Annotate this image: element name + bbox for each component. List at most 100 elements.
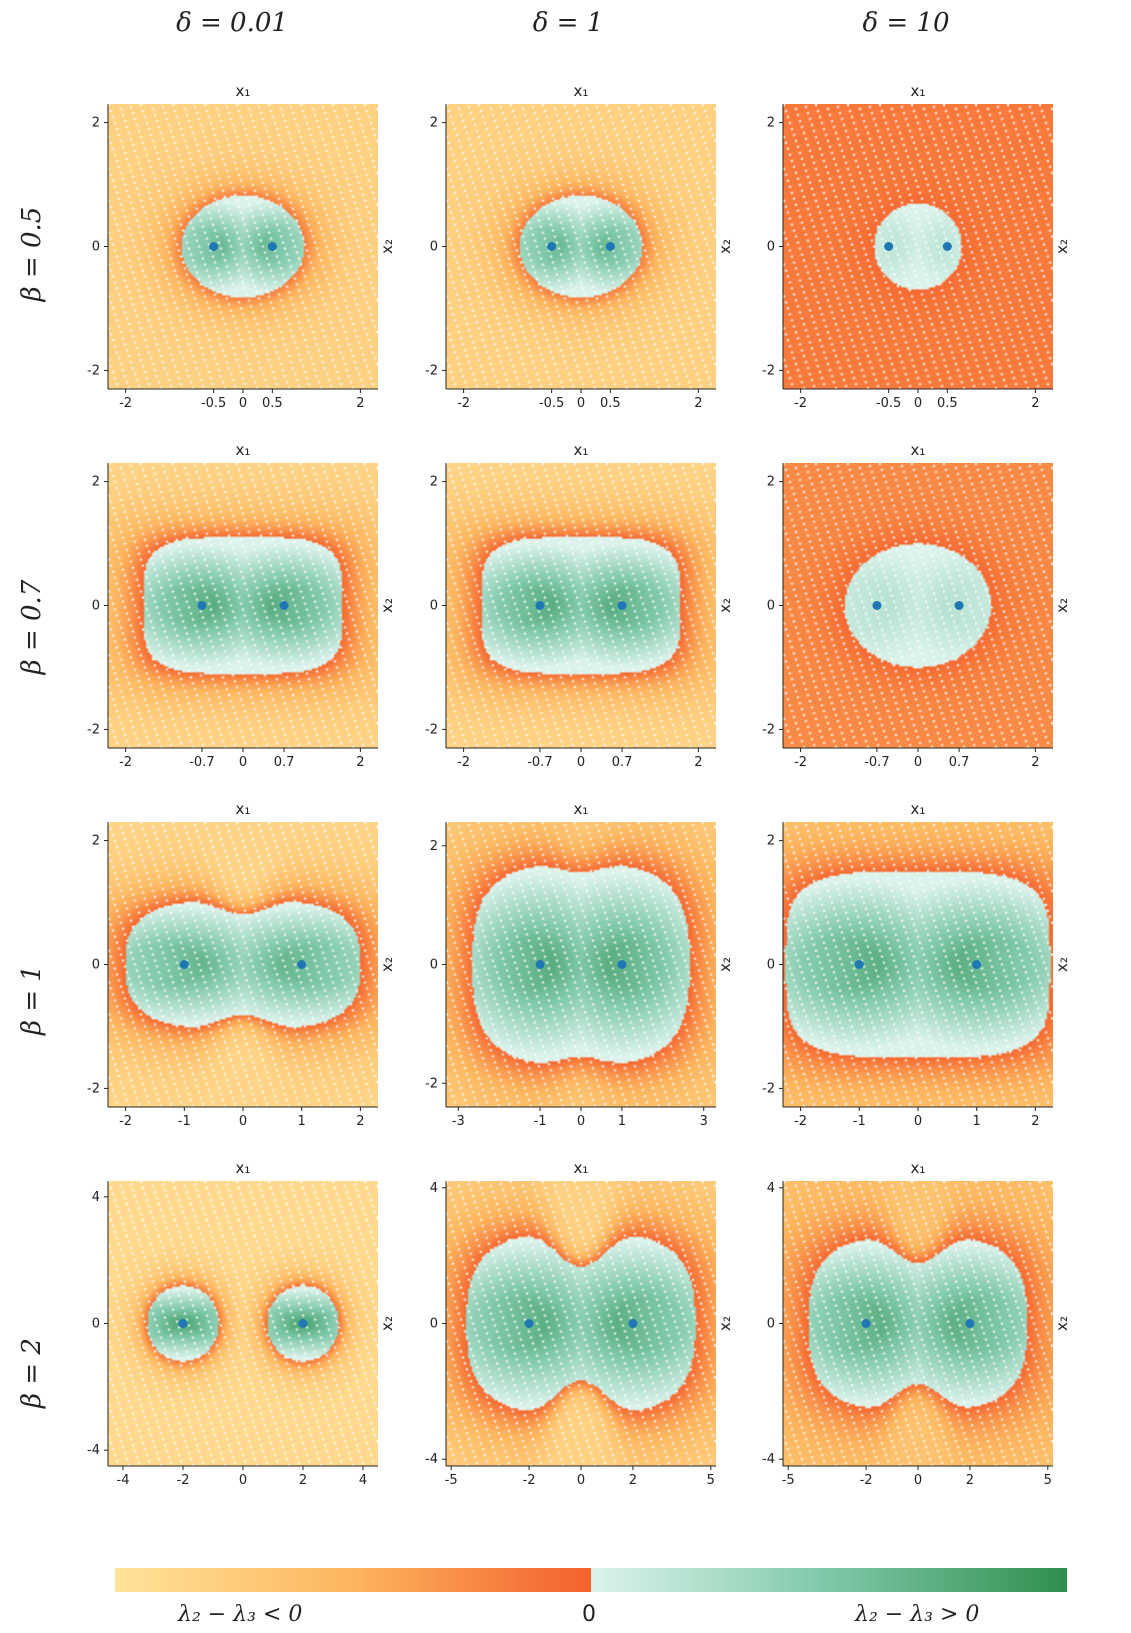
y-tick-label: 2 xyxy=(430,116,438,131)
y-tick-label: 0 xyxy=(430,958,438,973)
panel-svg: -2 -0.7 0 0.7 2 -2 0 2 x₁ x₂ xyxy=(87,441,396,770)
data-point xyxy=(954,601,964,610)
x-tick-label: -2 xyxy=(119,1114,132,1129)
data-point xyxy=(628,1319,638,1328)
colorbar-right-label: λ₂ − λ₃ > 0 xyxy=(855,1602,980,1627)
data-point xyxy=(605,242,615,251)
x-tick-label: 2 xyxy=(694,396,702,411)
y-tick-label: 0 xyxy=(92,240,100,255)
y-axis-label: x₂ xyxy=(378,957,396,972)
colorbar-center-label: 0 xyxy=(582,1602,596,1627)
x-tick-label: -4 xyxy=(117,1473,130,1488)
heatmap-field xyxy=(108,463,378,748)
x-tick-label: 2 xyxy=(356,755,364,770)
y-tick-label: 2 xyxy=(767,116,775,131)
y-tick-label: -2 xyxy=(762,722,775,737)
data-point xyxy=(535,960,545,969)
x-tick-label: 0.5 xyxy=(600,396,621,411)
x-tick-label: -2 xyxy=(794,396,807,411)
data-point xyxy=(965,1319,975,1328)
y-tick-label: 2 xyxy=(767,834,775,849)
panel-svg: -4 -2 0 2 4 -4 0 4 x₁ x₂ xyxy=(87,1159,396,1488)
y-tick-label: -2 xyxy=(425,1076,438,1091)
x-tick-label: 0 xyxy=(577,396,585,411)
y-tick-label: 0 xyxy=(767,1317,775,1332)
x-tick-label: 2 xyxy=(1031,396,1039,411)
x-tick-label: 0 xyxy=(239,396,247,411)
heatmap-field xyxy=(783,104,1053,389)
panel-r2-c2: -2 -1 0 1 2 -2 0 2 x₁ x₂ xyxy=(738,794,1098,1139)
x-tick-label: 0.5 xyxy=(262,396,283,411)
data-point xyxy=(535,601,545,610)
y-tick-label: 2 xyxy=(92,834,100,849)
panel-svg: -2 -1 0 1 2 -2 0 2 x₁ x₂ xyxy=(762,800,1071,1129)
panel-svg: -2 -1 0 1 2 -2 0 2 x₁ x₂ xyxy=(87,800,396,1129)
y-tick-label: -2 xyxy=(425,722,438,737)
column-title-delta-10: δ = 10 xyxy=(862,8,950,38)
x-tick-label: -5 xyxy=(445,1473,458,1488)
y-axis-label: x₂ xyxy=(378,598,396,613)
y-axis-label: x₂ xyxy=(716,957,734,972)
panel-r3-c2: -5 -2 0 2 5 -4 0 4 x₁ x₂ xyxy=(738,1153,1098,1498)
x-tick-label: -0.5 xyxy=(539,396,564,411)
x-tick-label: 0.7 xyxy=(949,755,970,770)
x-tick-label: -2 xyxy=(119,755,132,770)
heatmap-field xyxy=(108,822,378,1107)
x-tick-label: 2 xyxy=(1031,1114,1039,1129)
x-tick-label: -2 xyxy=(177,1473,190,1488)
heatmap-field xyxy=(783,822,1053,1107)
data-point xyxy=(872,601,882,610)
data-point xyxy=(942,242,952,251)
column-title-delta-1: δ = 1 xyxy=(532,8,604,38)
y-tick-label: -2 xyxy=(87,1081,100,1096)
y-tick-label: -4 xyxy=(425,1452,438,1467)
heatmap-field xyxy=(108,104,378,389)
y-tick-label: 0 xyxy=(767,599,775,614)
panel-svg: -2 -0.7 0 0.7 2 -2 0 2 x₁ x₂ xyxy=(762,441,1071,770)
x-tick-label: 0 xyxy=(914,1473,922,1488)
x-axis-label: x₁ xyxy=(911,441,926,459)
x-tick-label: 2 xyxy=(966,1473,974,1488)
x-axis-label: x₁ xyxy=(574,82,589,100)
y-tick-label: 2 xyxy=(92,116,100,131)
x-tick-label: -0.7 xyxy=(864,755,889,770)
data-point xyxy=(197,601,207,610)
y-tick-label: -2 xyxy=(425,363,438,378)
y-tick-label: 0 xyxy=(92,1317,100,1332)
x-tick-label: 1 xyxy=(618,1114,626,1129)
heatmap-field xyxy=(446,822,716,1107)
x-tick-label: 2 xyxy=(629,1473,637,1488)
data-point xyxy=(209,242,219,251)
x-tick-label: 1 xyxy=(973,1114,981,1129)
y-tick-label: -2 xyxy=(87,363,100,378)
x-axis-label: x₁ xyxy=(911,800,926,818)
data-point xyxy=(179,960,189,969)
y-tick-label: 0 xyxy=(430,240,438,255)
x-axis-label: x₁ xyxy=(574,441,589,459)
panel-r0-c1: -2 -0.5 0 0.5 2 -2 0 2 x₁ x₂ xyxy=(401,76,761,421)
y-tick-label: 0 xyxy=(92,958,100,973)
column-title-delta-0.01: δ = 0.01 xyxy=(176,8,288,38)
heatmap-field xyxy=(783,1181,1053,1466)
x-tick-label: -1 xyxy=(534,1114,547,1129)
panel-svg: -2 -0.5 0 0.5 2 -2 0 2 x₁ x₂ xyxy=(425,82,734,411)
y-tick-label: 4 xyxy=(430,1181,438,1196)
x-tick-label: -3 xyxy=(452,1114,465,1129)
panel-svg: -2 -0.5 0 0.5 2 -2 0 2 x₁ x₂ xyxy=(762,82,1071,411)
y-tick-label: 0 xyxy=(92,599,100,614)
panel-svg: -2 -0.7 0 0.7 2 -2 0 2 x₁ x₂ xyxy=(425,441,734,770)
x-tick-label: 0.7 xyxy=(274,755,295,770)
panel-svg: -5 -2 0 2 5 -4 0 4 x₁ x₂ xyxy=(425,1159,734,1488)
x-tick-label: -2 xyxy=(794,755,807,770)
x-tick-label: 0 xyxy=(577,1114,585,1129)
y-axis-label: x₂ xyxy=(716,1316,734,1331)
row-title-beta-0.5: β = 0.5 xyxy=(17,206,47,302)
x-tick-label: -2 xyxy=(860,1473,873,1488)
data-point xyxy=(297,960,307,969)
y-tick-label: 2 xyxy=(92,475,100,490)
panel-r0-c0: -2 -0.5 0 0.5 2 -2 0 2 x₁ x₂ xyxy=(63,76,423,421)
panel-r3-c0: -4 -2 0 2 4 -4 0 4 x₁ x₂ xyxy=(63,1153,423,1498)
x-tick-label: 5 xyxy=(1044,1473,1052,1488)
x-tick-label: 0 xyxy=(577,755,585,770)
y-tick-label: 0 xyxy=(430,1317,438,1332)
